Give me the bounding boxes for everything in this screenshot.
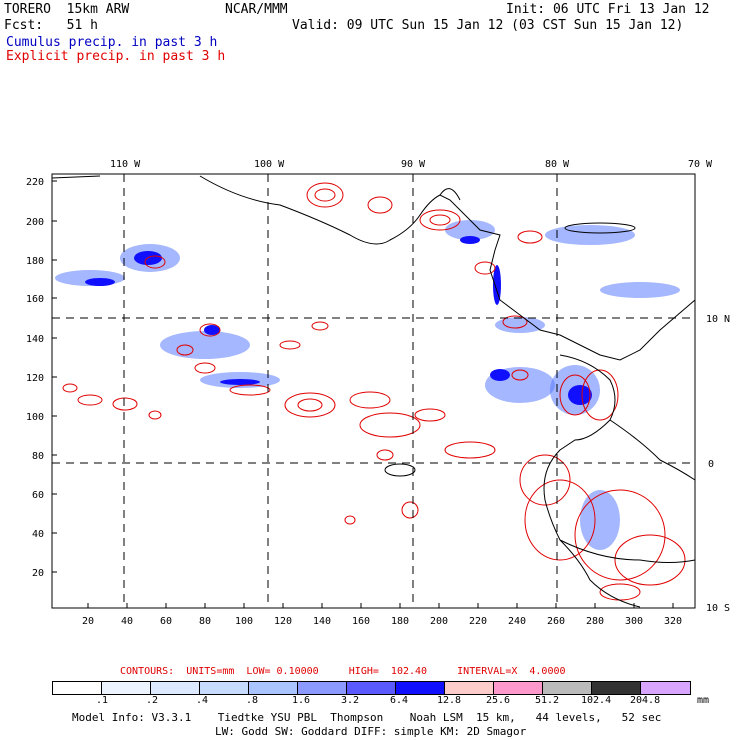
forecast-hour: Fcst: 51 h	[4, 18, 98, 33]
y-tick-label: 160	[26, 294, 44, 305]
colorbar-swatch	[445, 682, 494, 694]
x-tick-label: 320	[664, 616, 682, 627]
precip-colorbar	[52, 681, 691, 695]
lon-label-110w: 110 W	[110, 159, 141, 170]
colorbar-swatch	[641, 682, 690, 694]
map-frame	[51, 173, 696, 609]
coastlines	[51, 175, 696, 608]
axis-ticks	[52, 180, 674, 608]
colorbar-swatch	[53, 682, 102, 694]
x-tick-label: 200	[430, 616, 448, 627]
model-info-line2: LW: Godd SW: Goddard DIFF: simple KM: 2D…	[215, 725, 527, 738]
colorbar-label: 12.8	[437, 695, 462, 706]
valid-time: Valid: 09 UTC Sun 15 Jan 12 (03 CST Sun …	[292, 18, 684, 33]
lat-lon-grid	[52, 174, 695, 608]
lon-label-80w: 80 W	[545, 159, 570, 170]
x-tick-label: 260	[547, 616, 565, 627]
init-time: Init: 06 UTC Fri 13 Jan 12	[506, 2, 710, 17]
x-tick-labels: 20 40 60 80 100 120 140 160 180 200 220 …	[82, 616, 682, 627]
cumulus-precip-cores	[85, 236, 592, 405]
colorbar-swatch	[347, 682, 396, 694]
colorbar-swatch	[200, 682, 249, 694]
y-tick-label: 100	[26, 412, 44, 423]
colorbar-label: 25.6	[486, 695, 511, 706]
colorbar-label: 204.8	[630, 695, 661, 706]
org-label: NCAR/MMM	[225, 2, 288, 17]
x-tick-label: 20	[82, 616, 94, 627]
y-tick-label: 20	[32, 568, 44, 579]
y-tick-label: 40	[32, 529, 44, 540]
colorbar-label: .8	[246, 695, 259, 706]
x-tick-label: 120	[274, 616, 292, 627]
lon-label-70w: 70 W	[688, 159, 713, 170]
lon-label-100w: 100 W	[254, 159, 285, 170]
y-tick-label: 80	[32, 451, 44, 462]
explicit-precip-contours	[62, 182, 686, 601]
y-tick-labels: 220 200 180 160 140 120 100 80 60 40 20	[26, 177, 44, 579]
y-tick-label: 180	[26, 256, 44, 267]
colorbar-label: .4	[196, 695, 209, 706]
y-tick-label: 120	[26, 373, 44, 384]
x-tick-label: 220	[469, 616, 487, 627]
cumulus-precip-shading	[55, 220, 680, 550]
y-tick-label: 200	[26, 217, 44, 228]
colorbar-label: .1	[96, 695, 109, 706]
colorbar-label: 6.4	[390, 695, 409, 706]
colorbar-label: .2	[146, 695, 159, 706]
x-tick-label: 80	[199, 616, 211, 627]
cumulus-legend: Cumulus precip. in past 3 h	[6, 35, 218, 50]
colorbar-swatch	[543, 682, 592, 694]
x-tick-label: 60	[160, 616, 172, 627]
lat-label-10s: 10 S	[706, 603, 730, 614]
y-tick-label: 60	[32, 490, 44, 501]
x-tick-label: 180	[391, 616, 409, 627]
explicit-legend: Explicit precip. in past 3 h	[6, 49, 226, 64]
y-tick-label: 220	[26, 177, 44, 188]
lat-label-0: 0	[708, 459, 714, 470]
colorbar-label: 51.2	[535, 695, 560, 706]
colorbar-swatch	[396, 682, 445, 694]
lat-label-10n: 10 N	[706, 314, 730, 325]
y-tick-label: 140	[26, 334, 44, 345]
lon-label-90w: 90 W	[401, 159, 426, 170]
contours-info: CONTOURS: UNITS=mm LOW= 0.10000 HIGH= 10…	[120, 666, 566, 677]
colorbar-swatch	[102, 682, 151, 694]
colorbar-swatch	[298, 682, 347, 694]
colorbar-swatch	[592, 682, 641, 694]
x-tick-label: 140	[313, 616, 331, 627]
colorbar-label: 3.2	[341, 695, 360, 706]
colorbar-swatch	[494, 682, 543, 694]
x-tick-label: 240	[508, 616, 526, 627]
x-tick-label: 160	[352, 616, 370, 627]
model-info-line1: Model Info: V3.3.1 Tiedtke YSU PBL Thomp…	[72, 711, 662, 724]
colorbar-label: 1.6	[292, 695, 311, 706]
x-tick-label: 300	[625, 616, 643, 627]
colorbar-unit: mm	[697, 695, 710, 706]
colorbar-swatch	[249, 682, 298, 694]
x-tick-label: 40	[121, 616, 133, 627]
x-tick-label: 100	[235, 616, 253, 627]
x-tick-label: 280	[586, 616, 604, 627]
model-title: TORERO 15km ARW	[4, 2, 130, 17]
colorbar-swatch	[151, 682, 200, 694]
colorbar-label: 102.4	[581, 695, 612, 706]
